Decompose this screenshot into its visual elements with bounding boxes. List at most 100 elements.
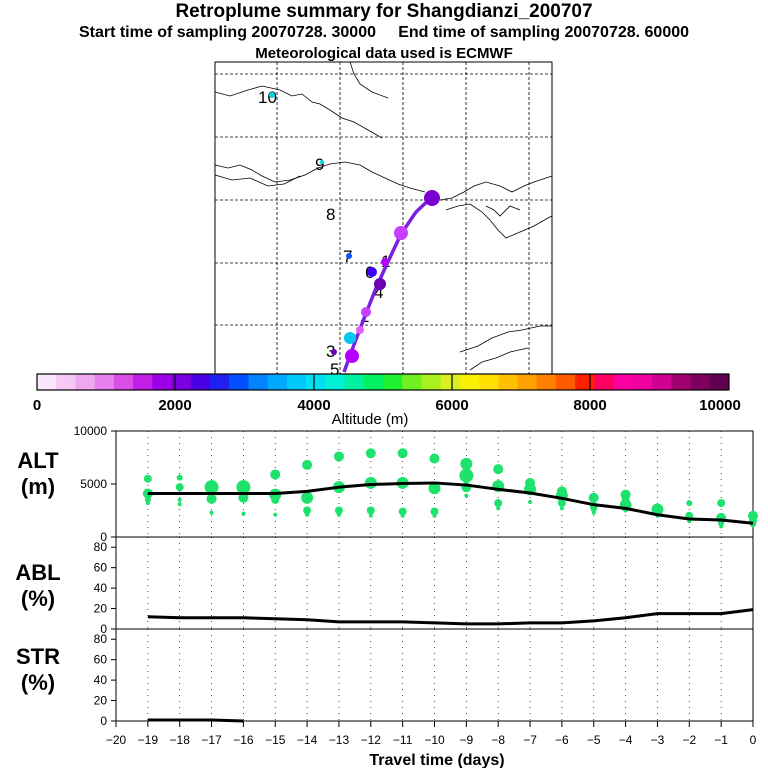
colorbar-segment xyxy=(344,374,365,390)
altitude-marker xyxy=(428,482,441,495)
day-label: 9 xyxy=(315,155,324,174)
x-tick-label: −3 xyxy=(651,733,665,747)
colorbar-segment xyxy=(671,374,692,390)
day-label: 10 xyxy=(258,88,277,107)
colorbar-segment xyxy=(536,374,557,390)
colorbar-tick: 0 xyxy=(33,397,41,414)
colorbar-segment xyxy=(440,374,461,390)
altitude-marker xyxy=(432,513,437,518)
series-line-alt xyxy=(147,481,754,525)
graticule xyxy=(215,62,552,374)
altitude-marker xyxy=(177,502,182,507)
colorbar-segment xyxy=(594,374,615,390)
colorbar-segment xyxy=(94,374,115,390)
altitude-marker xyxy=(460,457,473,470)
altitude-marker xyxy=(365,448,376,459)
x-tick-label: −20 xyxy=(106,733,127,747)
x-tick-label: −5 xyxy=(587,733,601,747)
colorbar-segment xyxy=(459,374,480,390)
x-tick-label: −15 xyxy=(265,733,286,747)
colorbar-tick: 4000 xyxy=(297,397,330,414)
x-tick-label: −2 xyxy=(682,733,696,747)
panel-ylabel: ABL xyxy=(15,560,60,585)
colorbar-segment xyxy=(56,374,76,390)
altitude-marker xyxy=(718,520,725,527)
altitude-marker xyxy=(271,495,280,504)
colorbar-segment xyxy=(248,374,269,390)
x-tick-label: −1 xyxy=(714,733,728,747)
altitude-marker xyxy=(397,448,408,459)
colorbar-segment xyxy=(479,374,499,390)
y-tick-label: 5000 xyxy=(80,477,107,491)
altitude-marker xyxy=(528,500,533,505)
x-tick-label: −13 xyxy=(329,733,350,747)
day-label: 3 xyxy=(326,342,335,361)
y-tick-label: 80 xyxy=(94,632,108,646)
altitude-marker xyxy=(748,510,758,521)
altitude-marker xyxy=(333,451,344,462)
altitude-marker xyxy=(336,512,341,517)
panel-ylabel-unit: (m) xyxy=(21,474,55,499)
colorbar-tick: 6000 xyxy=(435,397,468,414)
altitude-marker xyxy=(687,513,692,518)
altitude-marker xyxy=(236,480,251,495)
x-tick-label: 0 xyxy=(750,733,757,747)
plume-clusters xyxy=(269,92,440,363)
colorbar-segment xyxy=(229,374,249,390)
altitude-marker xyxy=(494,499,503,508)
altitude-marker xyxy=(204,480,219,495)
plume-cluster-marker xyxy=(424,190,440,206)
plume-cluster-marker xyxy=(344,332,356,344)
sampling-times: Start time of sampling 20070728. 30000 E… xyxy=(78,24,690,41)
colorbar-segment xyxy=(133,374,153,390)
plume-cluster-marker xyxy=(374,278,386,290)
altitude-marker xyxy=(177,497,182,502)
altitude-marker xyxy=(591,510,596,515)
colorbar-segment xyxy=(325,374,346,390)
y-tick-label: 0 xyxy=(100,622,107,636)
altitude-marker xyxy=(368,513,373,518)
y-tick-label: 40 xyxy=(94,581,108,595)
x-tick-label: −14 xyxy=(297,733,318,747)
x-tick-label: −4 xyxy=(619,733,633,747)
colorbar-segment xyxy=(556,374,576,390)
altitude-marker xyxy=(241,511,246,516)
panel-abl: 0 20 40 60 80 ABL(%) xyxy=(15,536,754,636)
altitude-marker xyxy=(398,507,407,516)
panel-str: 0 20 40 60 80 STR(%) xyxy=(16,628,754,728)
plume-cluster-marker xyxy=(346,253,352,259)
colorbar-segment xyxy=(575,374,595,390)
altitude-marker xyxy=(301,491,314,504)
colorbar-segment xyxy=(37,374,57,390)
colorbar-segment xyxy=(632,374,653,390)
plume-cluster-marker xyxy=(394,226,408,240)
plume-cluster-marker xyxy=(361,307,371,317)
panel-ylabel-unit: (%) xyxy=(21,586,55,611)
colorbar-segment xyxy=(152,374,173,390)
colorbar-segment xyxy=(690,374,711,390)
x-tick-label: −17 xyxy=(201,733,222,747)
altitude-colorbar xyxy=(36,373,730,391)
x-axis-label: Travel time (days) xyxy=(369,752,504,768)
plume-cluster-marker xyxy=(331,349,337,355)
colorbar-segment xyxy=(402,374,422,390)
y-tick-label: 0 xyxy=(100,530,107,544)
x-tick-label: −12 xyxy=(361,733,382,747)
time-series-panels: 0500010000ALT(m)020406080ABL(%)020406080… xyxy=(15,424,758,747)
altitude-marker xyxy=(270,469,281,480)
series-line-str xyxy=(147,718,244,723)
colorbar-segment xyxy=(286,374,307,390)
plume-cluster-marker xyxy=(345,349,359,363)
altitude-marker xyxy=(273,512,278,517)
altitude-marker xyxy=(206,493,217,504)
altitude-marker xyxy=(493,464,504,475)
x-tick-label: −9 xyxy=(460,733,474,747)
altitude-marker xyxy=(621,495,630,504)
map-panel: 10 9 8 7 6 5 4 3 2 1 0 xyxy=(214,61,553,379)
colorbar-segment xyxy=(613,374,634,390)
x-tick-label: −8 xyxy=(491,733,505,747)
panel-alt: 0 5000 10000 ALT(m) xyxy=(17,424,758,544)
colorbar-segment xyxy=(383,374,403,390)
panel-ylabel: STR xyxy=(16,644,60,669)
